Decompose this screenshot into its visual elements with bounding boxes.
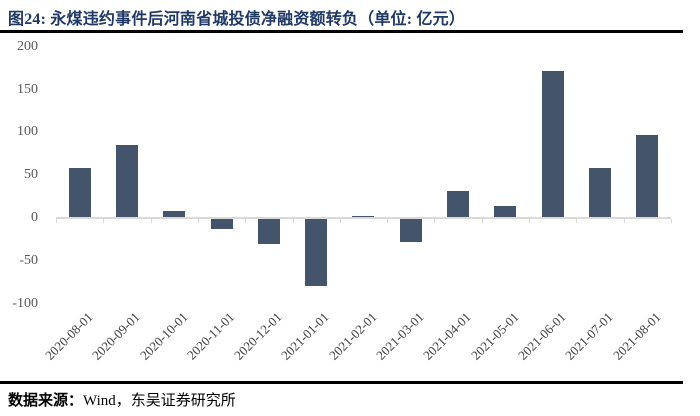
y-axis-tick-label: -50 [19,252,38,268]
y-axis-tick-label: 200 [17,38,38,54]
bar [210,218,233,230]
bar [399,218,422,242]
bar [636,134,659,218]
y-axis-tick-label: 100 [17,124,38,140]
bar [588,168,611,218]
bar [494,206,517,218]
y-axis-tick-label: 0 [31,210,38,225]
x-axis-label: 2021-07-01 [562,309,616,363]
x-axis-tick [623,219,625,223]
x-axis-tick [670,219,672,223]
bar [447,191,470,218]
x-axis-tick [56,219,57,223]
x-axis-label: 2021-03-01 [373,309,427,363]
x-axis-label: 2020-09-01 [89,309,143,363]
x-axis-label: 2021-08-01 [609,309,664,363]
x-axis-tick [103,219,105,223]
bar [257,218,280,244]
x-axis-label: 2020-11-01 [184,309,238,363]
data-source: 数据来源：Wind，东吴证券研究所 [8,389,236,410]
y-axis-tick-label: 150 [17,81,38,97]
x-axis-tick [339,219,341,223]
x-axis-tick [292,219,294,223]
figure-title: 图24: 永煤违约事件后河南省城投债净融资额转负（单位: 亿元） [8,11,466,28]
x-axis-tick [197,219,199,223]
footer-divider [0,381,683,384]
x-axis-line [56,217,671,219]
bar [541,70,564,218]
x-axis-tick [481,219,483,223]
x-axis-tick [576,219,578,223]
x-axis-label: 2020-12-01 [231,309,285,363]
x-axis-label: 2021-01-01 [278,309,333,363]
bar [68,168,91,218]
x-axis-label: 2020-10-01 [136,309,191,363]
bar [115,145,138,218]
x-axis-tick [529,219,530,223]
x-axis-tick [150,219,152,223]
y-axis-tick-label: -100 [12,295,38,311]
x-axis-label: 2021-06-01 [515,309,569,363]
x-axis-tick [434,219,436,223]
bar [305,218,328,286]
y-axis-tick-label: 50 [24,167,38,183]
x-axis-tick [245,219,247,223]
data-source-label: 数据来源： [8,393,84,409]
x-axis-tick [387,219,389,223]
x-axis-label: 2021-05-01 [467,309,522,363]
x-axis-label: 2021-02-01 [325,309,380,363]
bar [163,211,186,218]
title-divider [0,30,683,33]
x-axis-label: 2021-04-01 [420,309,474,363]
data-source-value: Wind，东吴证券研究所 [83,393,236,409]
x-axis-label: 2020-08-01 [42,309,96,363]
